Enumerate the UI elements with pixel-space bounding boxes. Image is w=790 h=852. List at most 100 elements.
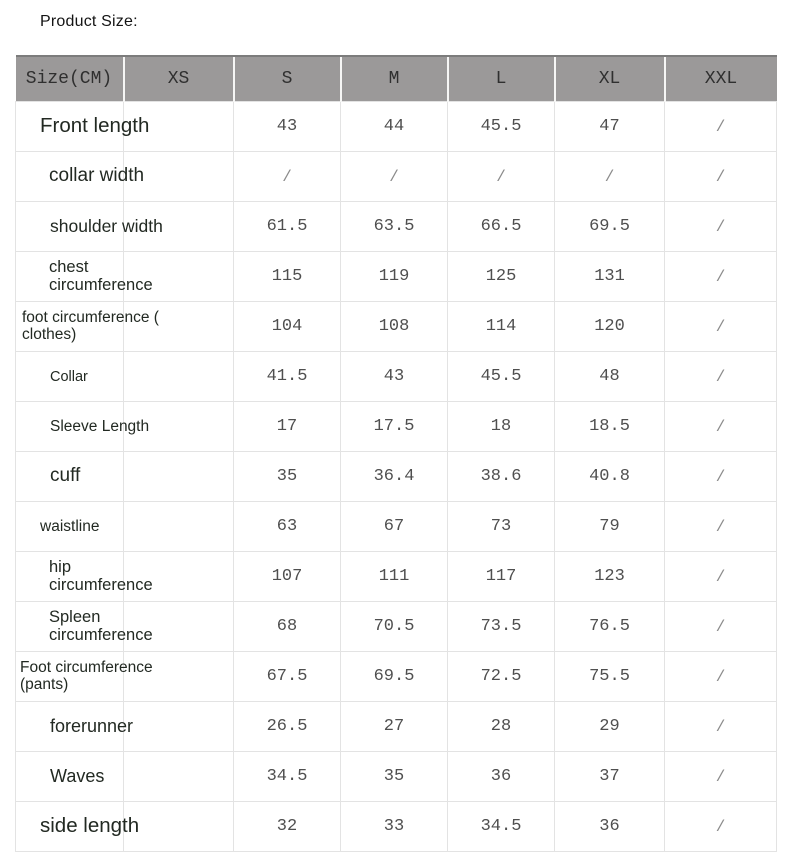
size-value-cell: 47 xyxy=(554,101,665,152)
row-label-text: hip circumference xyxy=(49,557,153,595)
size-value-cell: 48 xyxy=(554,351,665,402)
size-value-cell: 41.5 xyxy=(233,351,341,402)
size-value-cell: 26.5 xyxy=(233,701,341,752)
size-value-cell: / xyxy=(664,351,777,402)
row-label: Front length xyxy=(15,101,149,152)
size-value-cell: 75.5 xyxy=(554,651,665,702)
size-value-cell: 45.5 xyxy=(447,351,555,402)
size-value-cell: 35 xyxy=(340,751,448,802)
size-value-cell: / xyxy=(664,451,777,502)
size-value-cell: 111 xyxy=(340,551,448,602)
column-header-size: Size(CM) xyxy=(15,55,124,102)
size-value-cell: 44 xyxy=(340,101,448,152)
size-value-cell: 29 xyxy=(554,701,665,752)
row-label: Collar xyxy=(15,351,124,402)
size-value-cell xyxy=(123,801,234,852)
size-value-cell: / xyxy=(554,151,665,202)
size-value-cell: 17.5 xyxy=(340,401,448,452)
size-value-cell: / xyxy=(664,501,777,552)
size-value-cell: 69.5 xyxy=(340,651,448,702)
size-value-cell: 73.5 xyxy=(447,601,555,652)
size-value-cell xyxy=(123,301,234,352)
row-label: collar width xyxy=(15,151,144,202)
size-value-cell: 73 xyxy=(447,501,555,552)
size-value-cell: / xyxy=(233,151,341,202)
table-row: Collar 41.5 43 45.5 48 / xyxy=(15,351,777,402)
table-row: collar width / / / / / xyxy=(15,151,777,202)
column-header-xs: XS xyxy=(122,55,234,102)
size-value-cell xyxy=(123,451,234,502)
size-value-cell: 17 xyxy=(233,401,341,452)
row-label-text: cuff xyxy=(50,465,81,487)
size-value-cell xyxy=(123,251,234,302)
size-table: Size(CM) XS S M L XL XXL Front length 43… xyxy=(15,55,777,852)
row-label: hip circumference xyxy=(15,551,153,602)
size-value-cell: 123 xyxy=(554,551,665,602)
size-value-cell: / xyxy=(664,101,777,152)
size-value-cell: / xyxy=(340,151,448,202)
size-value-cell xyxy=(123,601,234,652)
column-header-xl: XL xyxy=(553,55,665,102)
size-value-cell: 115 xyxy=(233,251,341,302)
row-label-text: Foot circumference (pants) xyxy=(20,658,153,694)
size-value-cell: 63.5 xyxy=(340,201,448,252)
size-value-cell xyxy=(123,651,234,702)
size-value-cell xyxy=(123,101,234,152)
row-label-text: Front length xyxy=(40,114,150,138)
size-value-cell: / xyxy=(664,701,777,752)
size-value-cell: 67.5 xyxy=(233,651,341,702)
size-value-cell: 63 xyxy=(233,501,341,552)
size-value-cell: 107 xyxy=(233,551,341,602)
table-row: waistline 63 67 73 79 / xyxy=(15,501,777,552)
row-label-text: side length xyxy=(40,814,140,838)
table-row: Front length 43 44 45.5 47 / xyxy=(15,101,777,152)
size-value-cell: 45.5 xyxy=(447,101,555,152)
table-row: Spleen circumference 68 70.5 73.5 76.5 / xyxy=(15,601,777,652)
size-value-cell: 43 xyxy=(233,101,341,152)
size-value-cell: 37 xyxy=(554,751,665,802)
size-value-cell: / xyxy=(664,301,777,352)
size-value-cell: 40.8 xyxy=(554,451,665,502)
size-value-cell: 70.5 xyxy=(340,601,448,652)
size-value-cell: 114 xyxy=(447,301,555,352)
size-value-cell xyxy=(123,201,234,252)
row-label-text: foot circumference ( clothes) xyxy=(22,308,159,344)
table-row: chest circumference 115 119 125 131 / xyxy=(15,251,777,302)
size-value-cell: 76.5 xyxy=(554,601,665,652)
row-label: Spleen circumference xyxy=(15,601,153,652)
row-label: chest circumference xyxy=(15,251,153,302)
table-row: side length 32 33 34.5 36 / xyxy=(15,801,777,852)
size-value-cell: / xyxy=(664,251,777,302)
size-value-cell: 104 xyxy=(233,301,341,352)
size-value-cell: / xyxy=(664,601,777,652)
table-row: Waves 34.5 35 36 37 / xyxy=(15,751,777,802)
size-value-cell: 108 xyxy=(340,301,448,352)
size-value-cell xyxy=(123,501,234,552)
row-label-text: Waves xyxy=(50,765,105,786)
row-label-text: forerunner xyxy=(50,715,134,736)
size-value-cell: 36 xyxy=(554,801,665,852)
size-value-cell: 36 xyxy=(447,751,555,802)
size-value-cell: 79 xyxy=(554,501,665,552)
row-label-text: shoulder width xyxy=(50,215,163,236)
size-value-cell: 18 xyxy=(447,401,555,452)
size-value-cell: 38.6 xyxy=(447,451,555,502)
column-header-m: M xyxy=(339,55,448,102)
row-label-text: waistline xyxy=(40,517,100,535)
size-value-cell: 18.5 xyxy=(554,401,665,452)
size-value-cell: 131 xyxy=(554,251,665,302)
table-row: foot circumference ( clothes) 104 108 11… xyxy=(15,301,777,352)
table-row: hip circumference 107 111 117 123 / xyxy=(15,551,777,602)
size-value-cell: 66.5 xyxy=(447,201,555,252)
size-value-cell: / xyxy=(664,401,777,452)
size-value-cell: 125 xyxy=(447,251,555,302)
size-value-cell: 72.5 xyxy=(447,651,555,702)
size-value-cell: 27 xyxy=(340,701,448,752)
row-label: Waves xyxy=(15,751,124,802)
size-value-cell: 36.4 xyxy=(340,451,448,502)
table-row: Sleeve Length 17 17.5 18 18.5 / xyxy=(15,401,777,452)
size-value-cell: 35 xyxy=(233,451,341,502)
size-value-cell: 69.5 xyxy=(554,201,665,252)
row-label: cuff xyxy=(15,451,124,502)
row-label-text: Sleeve Length xyxy=(50,417,150,435)
